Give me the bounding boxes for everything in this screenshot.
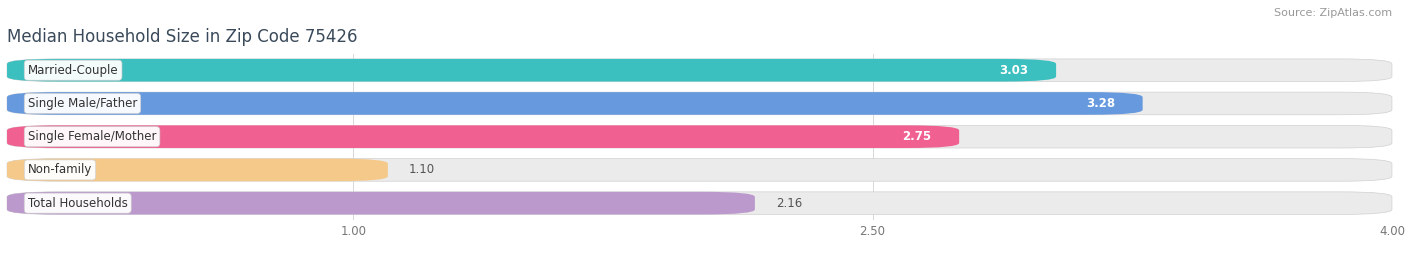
Text: Non-family: Non-family	[28, 163, 93, 176]
FancyBboxPatch shape	[7, 92, 1143, 115]
Text: Median Household Size in Zip Code 75426: Median Household Size in Zip Code 75426	[7, 28, 357, 46]
FancyBboxPatch shape	[7, 159, 388, 181]
FancyBboxPatch shape	[7, 125, 1392, 148]
FancyBboxPatch shape	[7, 92, 1392, 115]
FancyBboxPatch shape	[7, 159, 1392, 181]
Text: Single Male/Father: Single Male/Father	[28, 97, 138, 110]
FancyBboxPatch shape	[7, 125, 959, 148]
FancyBboxPatch shape	[7, 192, 755, 214]
Text: Source: ZipAtlas.com: Source: ZipAtlas.com	[1274, 8, 1392, 18]
FancyBboxPatch shape	[7, 59, 1392, 81]
Text: 2.75: 2.75	[903, 130, 931, 143]
Text: 3.03: 3.03	[1000, 64, 1028, 77]
Text: Single Female/Mother: Single Female/Mother	[28, 130, 156, 143]
Text: Total Households: Total Households	[28, 197, 128, 210]
FancyBboxPatch shape	[7, 59, 1056, 81]
FancyBboxPatch shape	[7, 192, 1392, 214]
Text: 1.10: 1.10	[409, 163, 434, 176]
Text: 2.16: 2.16	[776, 197, 801, 210]
Text: 3.28: 3.28	[1085, 97, 1115, 110]
Text: Married-Couple: Married-Couple	[28, 64, 118, 77]
